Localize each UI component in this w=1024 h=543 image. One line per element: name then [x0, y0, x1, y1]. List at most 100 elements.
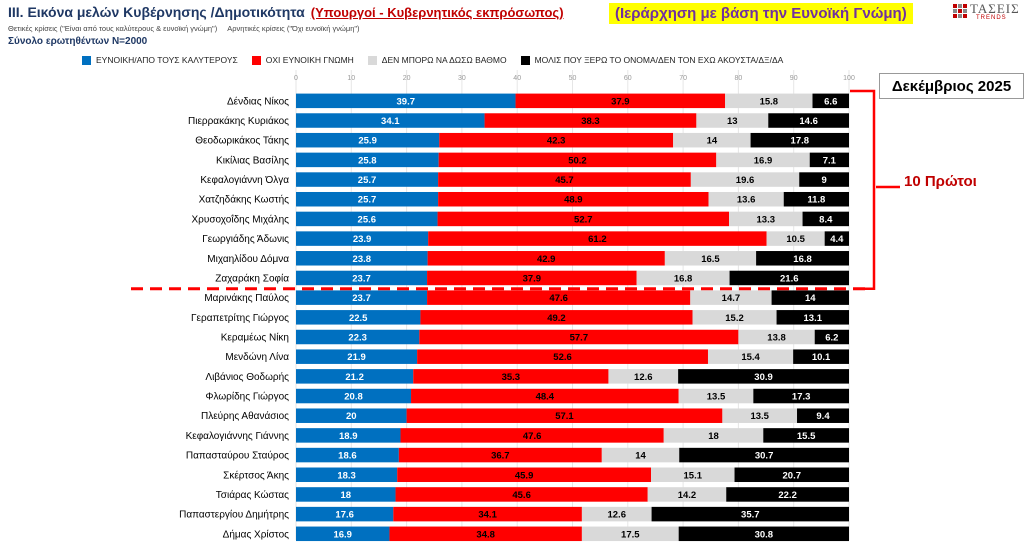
data-label: 16.9 [754, 155, 773, 166]
bar-segment [696, 113, 769, 128]
bar-segment [296, 152, 439, 168]
category-label: Φλωρίδης Γιώργος [206, 391, 290, 403]
data-label: 14 [707, 136, 718, 147]
x-tick-label: 30 [458, 75, 466, 82]
bar-segment [581, 526, 679, 542]
data-label: 57.1 [555, 411, 574, 422]
bar-segment [400, 428, 664, 443]
bar-segment [636, 270, 730, 286]
data-label: 13 [727, 116, 738, 127]
data-label: 57.7 [570, 333, 589, 344]
x-tick-label: 70 [679, 75, 687, 82]
data-label: 17.8 [791, 136, 810, 147]
legend-swatch [520, 55, 530, 65]
bar-segment [438, 172, 691, 187]
category-label: Σκέρτσος Άκης [223, 469, 289, 481]
bar-segment [296, 113, 485, 128]
data-label: 50.2 [568, 155, 587, 166]
data-label: 13.1 [804, 313, 823, 324]
data-label: 14 [805, 293, 816, 304]
bar-segment [692, 310, 777, 325]
bar-segment [296, 487, 396, 502]
data-label: 45.6 [512, 490, 531, 501]
bar-segment [296, 290, 428, 305]
data-label: 37.9 [611, 96, 630, 107]
bar-segment [678, 526, 849, 542]
bar-segment [726, 487, 849, 502]
data-label: 17.5 [621, 529, 640, 540]
data-label: 25.7 [358, 175, 377, 186]
bar-segment [716, 152, 810, 168]
x-tick-label: 0 [294, 75, 298, 82]
legend-label: ΟΧΙ ΕΥΝΟΙΚΗ ΓΝΩΜΗ [265, 55, 354, 65]
data-label: 23.7 [352, 293, 371, 304]
data-label: 22.3 [348, 333, 367, 344]
data-label: 21.2 [345, 372, 364, 383]
legend-label: ΕΥΝΟΙΚΗ/ΑΠΟ ΤΟΥΣ ΚΑΛΥΤΕΡΟΥΣ [96, 55, 238, 65]
data-label: 15.8 [760, 96, 779, 107]
bar-segment [296, 310, 421, 325]
data-label: 16.9 [333, 529, 352, 540]
data-label: 17.6 [335, 510, 354, 521]
bar-segment [427, 270, 637, 286]
data-label: 25.7 [358, 195, 377, 206]
data-label: 15.2 [725, 313, 744, 324]
data-label: 22.2 [778, 490, 797, 501]
bar-segment [690, 172, 800, 187]
data-label: 9 [821, 175, 826, 186]
data-label: 16.8 [793, 254, 812, 265]
bar-segment [438, 191, 709, 207]
top-group-label: 10 Πρώτοι [904, 173, 977, 190]
bar-segment [515, 93, 726, 109]
bar-segment [393, 506, 582, 522]
legend-swatch [82, 55, 91, 65]
bar-segment [729, 270, 849, 286]
data-label: 15.1 [684, 470, 703, 481]
category-label: Κεφαλογιάννη Όλγα [200, 174, 289, 186]
bar-segment [734, 467, 849, 483]
bar-segment [809, 152, 849, 168]
data-label: 25.8 [358, 155, 377, 166]
bar-segment [771, 290, 849, 305]
bar-segment [428, 231, 767, 246]
legend-item: ΟΧΙ ΕΥΝΟΙΚΗ ΓΝΩΜΗ [251, 55, 354, 65]
data-label: 21.6 [780, 273, 799, 284]
category-label: Πλεύρης Αθανάσιος [201, 410, 289, 422]
data-label: 47.6 [549, 293, 568, 304]
category-label: Μαρινάκης Παύλος [204, 292, 289, 304]
category-label: Μενδώνη Λίνα [225, 351, 289, 363]
bar-segment [793, 349, 849, 364]
data-label: 61.2 [588, 234, 607, 245]
data-label: 35.3 [502, 372, 521, 383]
category-label: Κεφαλογιάννης Γιάννης [186, 430, 290, 442]
data-label: 23.8 [353, 254, 372, 265]
data-label: 30.9 [754, 372, 773, 383]
data-label: 11.8 [807, 195, 825, 206]
data-label: 23.7 [352, 273, 371, 284]
bar-segment [728, 211, 803, 227]
bar-segment [768, 113, 849, 128]
bar-segment [296, 93, 516, 109]
data-label: 13.6 [737, 195, 756, 206]
data-label: 38.3 [581, 116, 600, 127]
bar-segment [814, 329, 849, 345]
bar-segment [581, 506, 652, 522]
brand-logo: ΤΑΣΕΙΣ TRENDS [952, 1, 1019, 25]
bar-segment [812, 93, 849, 109]
data-label: 52.6 [553, 352, 572, 363]
bar-segment [296, 251, 428, 266]
x-tick-label: 10 [347, 75, 355, 82]
bar-segment [608, 369, 679, 384]
category-label: Χατζηδάκης Κωστής [199, 194, 290, 206]
data-label: 39.7 [397, 96, 416, 107]
x-tick-label: 20 [403, 75, 411, 82]
data-label: 45.7 [555, 175, 574, 186]
bar-segment [783, 191, 849, 207]
data-label: 18 [340, 490, 351, 501]
bar-segment [690, 290, 772, 305]
data-label: 10.1 [812, 352, 831, 363]
bar-segment [824, 231, 849, 246]
bar-segment [389, 526, 582, 542]
bar-segment [417, 349, 708, 364]
